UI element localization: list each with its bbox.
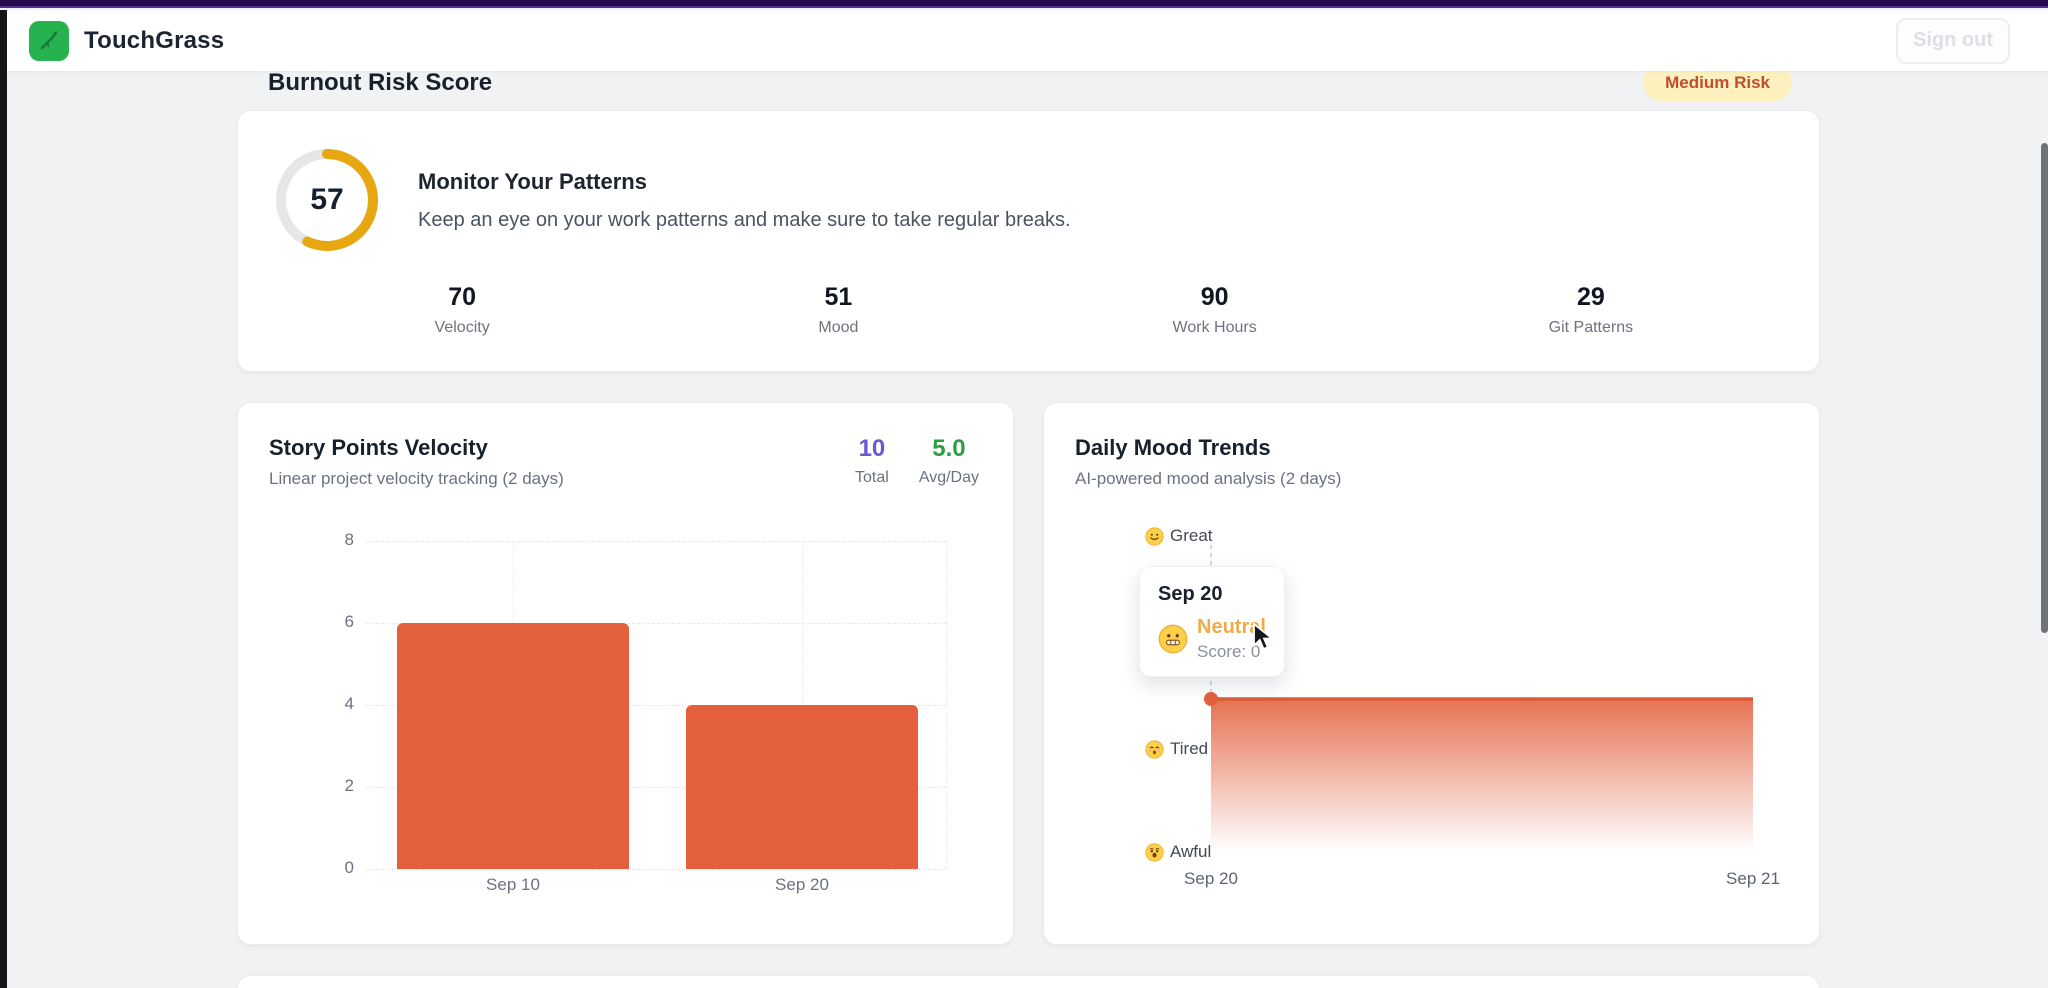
story-points-velocity-card: Story Points Velocity Linear project vel… xyxy=(237,402,1014,945)
mood-tooltip: Sep 20 Neutral Score: 0 xyxy=(1139,566,1285,677)
stat-total: 10 Total xyxy=(855,435,889,489)
metric-label: Work Hours xyxy=(1172,319,1257,336)
app-header: TouchGrass Sign out xyxy=(7,10,2048,72)
stat-avg-label: Avg/Day xyxy=(918,469,979,486)
metric-value: 51 xyxy=(824,283,853,311)
sign-out-button[interactable]: Sign out xyxy=(1896,17,2010,64)
bar-sep-20[interactable] xyxy=(686,705,919,869)
y-tick: 2 xyxy=(344,776,354,795)
y-tick: 8 xyxy=(344,530,354,549)
metric-velocity: 70 Velocity xyxy=(274,283,650,337)
metric-label: Velocity xyxy=(434,319,490,336)
y-tick: 0 xyxy=(344,858,354,877)
smile-emoji-icon xyxy=(1145,527,1164,546)
scrollbar-thumb[interactable] xyxy=(2041,143,2048,633)
mood-ylabel-text: Tired xyxy=(1170,739,1209,758)
velocity-card-title: Story Points Velocity xyxy=(269,435,488,460)
next-section-card xyxy=(237,975,1820,988)
mood-data-point xyxy=(1204,692,1218,706)
metric-git-patterns: 29 Git Patterns xyxy=(1403,283,1779,337)
burnout-headline: Monitor Your Patterns xyxy=(418,168,647,194)
mood-area-fill xyxy=(1211,699,1753,852)
stat-total-label: Total xyxy=(855,469,889,486)
brand-name: TouchGrass xyxy=(84,26,225,54)
mood-ylabel-text: Awful xyxy=(1170,842,1212,861)
daily-mood-trends-card: Daily Mood Trends AI-powered mood analys… xyxy=(1043,402,1820,945)
x-label: Sep 20 xyxy=(775,875,829,894)
gauge-progress-arc xyxy=(276,149,378,251)
mood-area-chart[interactable] xyxy=(1204,533,1753,852)
gridline xyxy=(946,541,947,869)
burnout-score-card: 57 Monitor Your Patterns Keep an eye on … xyxy=(237,110,1820,372)
stat-avg-value: 5.0 xyxy=(932,435,966,462)
burnout-metrics-row: 70 Velocity 51 Mood 90 Work Hours 29 Git… xyxy=(274,283,1779,337)
tooltip-mood: Neutral xyxy=(1197,616,1266,638)
touchgrass-logo xyxy=(29,20,69,61)
stat-total-value: 10 xyxy=(858,435,886,462)
page-content: Burnout Risk Score Medium Risk 57 Monito… xyxy=(7,72,2048,988)
mouse-cursor-icon xyxy=(1253,623,1275,651)
burnout-description: Keep an eye on your work patterns and ma… xyxy=(418,208,1071,231)
gridline xyxy=(366,787,946,788)
metric-work-hours: 90 Work Hours xyxy=(1027,283,1403,337)
sprout-icon xyxy=(40,30,58,49)
y-tick: 4 xyxy=(344,694,354,713)
mood-ylabel-great: Great xyxy=(1145,526,1225,546)
window-left-edge xyxy=(0,10,7,988)
mood-card-subtitle: AI-powered mood analysis (2 days) xyxy=(1075,469,1342,488)
grimace-emoji-icon xyxy=(1158,624,1188,654)
mood-x-label: Sep 20 xyxy=(1184,869,1238,888)
gauge-score-value: 57 xyxy=(310,183,344,216)
burnout-gauge: 57 xyxy=(274,147,380,253)
metric-value: 70 xyxy=(448,283,477,311)
bar-sep-10[interactable] xyxy=(396,623,629,869)
page-title: Burnout Risk Score xyxy=(268,72,493,96)
mood-ylabel-text: Great xyxy=(1170,526,1213,545)
metric-label: Git Patterns xyxy=(1548,319,1634,336)
tooltip-date: Sep 20 xyxy=(1158,583,1223,605)
velocity-card-subtitle: Linear project velocity tracking (2 days… xyxy=(269,469,564,488)
y-tick: 6 xyxy=(344,612,354,631)
stat-avg-day: 5.0 Avg/Day xyxy=(919,435,979,489)
window-top-accent-bar xyxy=(0,0,2048,8)
metric-value: 29 xyxy=(1576,283,1605,311)
mood-card-title: Daily Mood Trends xyxy=(1075,435,1271,460)
metric-label: Mood xyxy=(818,319,859,336)
gridline xyxy=(366,541,946,542)
velocity-bar-plot xyxy=(366,541,947,870)
metric-value: 90 xyxy=(1200,283,1229,311)
mood-x-label: Sep 21 xyxy=(1726,869,1780,888)
shock-emoji-icon xyxy=(1145,843,1164,862)
gridline xyxy=(366,869,946,870)
gridline xyxy=(366,623,946,624)
mood-ylabel-awful: Awful xyxy=(1145,842,1225,862)
gridline xyxy=(366,705,946,706)
mood-ylabel-tired: Tired xyxy=(1145,739,1225,759)
sleepy-emoji-icon xyxy=(1145,740,1164,759)
risk-level-badge: Medium Risk xyxy=(1643,72,1792,101)
x-label: Sep 10 xyxy=(486,875,540,894)
tooltip-score: Score: 0 xyxy=(1197,642,1261,661)
metric-mood: 51 Mood xyxy=(650,283,1026,337)
